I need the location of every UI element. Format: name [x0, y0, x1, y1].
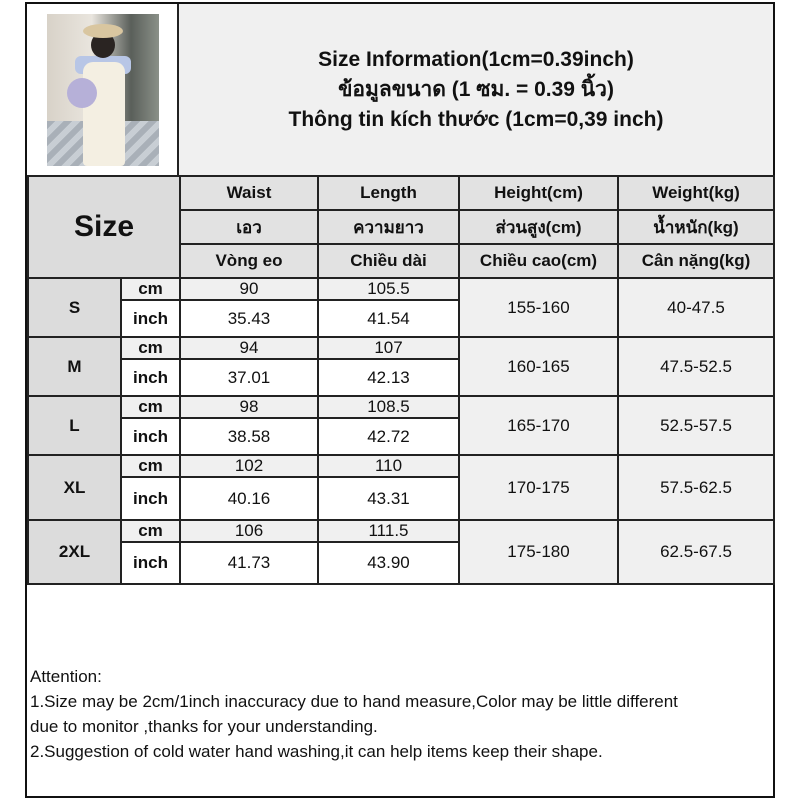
size-label: 2XL: [27, 519, 122, 585]
size-chart: Size Information(1cm=0.39inch) ข้อมูลขนา…: [25, 2, 775, 798]
size-row-2xl-cm: 2XL cm 106 111.5 175-180 62.5-67.5: [27, 519, 775, 585]
weight-range: 57.5-62.5: [617, 454, 775, 521]
col-header-en: Height(cm): [458, 175, 619, 211]
length-inch: 43.31: [317, 476, 460, 521]
waist-cm: 90: [179, 277, 319, 301]
chart-title: Size Information(1cm=0.39inch) ข้อมูลขนา…: [179, 4, 773, 175]
unit-cm: cm: [120, 336, 181, 360]
height-range: 160-165: [458, 336, 619, 397]
col-header-th: เอว: [179, 209, 319, 245]
length-cm: 107: [317, 336, 460, 360]
col-header-vi: Vòng eo: [179, 243, 319, 279]
size-label: M: [27, 336, 122, 397]
waist-cm: 106: [179, 519, 319, 543]
weight-range: 40-47.5: [617, 277, 775, 338]
waist-inch: 35.43: [179, 299, 319, 338]
size-table: Size Waist Length Height(cm) Weight(kg) …: [27, 175, 775, 585]
height-range: 170-175: [458, 454, 619, 521]
height-range: 155-160: [458, 277, 619, 338]
col-header-vi: Chiều dài: [317, 243, 460, 279]
length-cm: 105.5: [317, 277, 460, 301]
unit-cm: cm: [120, 454, 181, 478]
col-header-vi: Chiều cao(cm): [458, 243, 619, 279]
height-range: 165-170: [458, 395, 619, 456]
attention-line: 2.Suggestion of cold water hand washing,…: [30, 742, 603, 761]
unit-cm: cm: [120, 519, 181, 543]
size-label: S: [27, 277, 122, 338]
waist-cm: 94: [179, 336, 319, 360]
weight-range: 47.5-52.5: [617, 336, 775, 397]
length-inch: 41.54: [317, 299, 460, 338]
col-header-en: Length: [317, 175, 460, 211]
unit-inch: inch: [120, 541, 181, 585]
size-header: Size: [27, 175, 181, 279]
unit-inch: inch: [120, 358, 181, 397]
col-header-vi: Cân nặng(kg): [617, 243, 775, 279]
unit-cm: cm: [120, 277, 181, 301]
length-inch: 42.72: [317, 417, 460, 456]
length-inch: 42.13: [317, 358, 460, 397]
length-cm: 108.5: [317, 395, 460, 419]
waist-cm: 98: [179, 395, 319, 419]
size-row-s-inch: inch 35.43 41.54: [28, 299, 774, 338]
attention-notes: Attention: 1.Size may be 2cm/1inch inacc…: [27, 662, 773, 766]
size-label: L: [27, 395, 122, 456]
unit-cm: cm: [120, 395, 181, 419]
title-en: Size Information(1cm=0.39inch): [318, 47, 634, 71]
unit-inch: inch: [120, 299, 181, 338]
weight-range: 62.5-67.5: [617, 519, 775, 585]
col-header-en: Waist: [179, 175, 319, 211]
size-row-m-inch: inch 37.01 42.13: [28, 358, 774, 397]
product-photo: [47, 14, 159, 166]
waist-inch: 37.01: [179, 358, 319, 397]
waist-inch: 40.16: [179, 476, 319, 521]
length-cm: 111.5: [317, 519, 460, 543]
length-cm: 110: [317, 454, 460, 478]
col-header-th: ส่วนสูง(cm): [458, 209, 619, 245]
waist-cm: 102: [179, 454, 319, 478]
size-row-xl-inch: inch 40.16 43.31: [28, 476, 774, 521]
size-row-xl-cm: XL cm 102 110 170-175 57.5-62.5: [27, 454, 775, 521]
size-row-l-inch: inch 38.58 42.72: [28, 417, 774, 456]
size-label: XL: [27, 454, 122, 521]
length-inch: 43.90: [317, 541, 460, 585]
attention-line: due to monitor ,thanks for your understa…: [30, 717, 378, 736]
col-header-th: ความยาว: [317, 209, 460, 245]
waist-inch: 38.58: [179, 417, 319, 456]
title-vi: Thông tin kích thước (1cm=0,39 inch): [288, 107, 664, 131]
unit-inch: inch: [120, 417, 181, 456]
height-range: 175-180: [458, 519, 619, 585]
attention-heading: Attention:: [30, 667, 102, 686]
product-photo-cell: [27, 4, 179, 175]
size-row-2xl-inch: inch 41.73 43.90: [28, 541, 774, 585]
title-th: ข้อมูลขนาด (1 ซม. = 0.39 นิ้ว): [338, 77, 614, 101]
col-header-en: Weight(kg): [617, 175, 775, 211]
chart-header: Size Information(1cm=0.39inch) ข้อมูลขนา…: [27, 4, 773, 177]
attention-line: 1.Size may be 2cm/1inch inaccuracy due t…: [30, 692, 678, 711]
unit-inch: inch: [120, 476, 181, 521]
col-header-th: น้ำหนัก(kg): [617, 209, 775, 245]
weight-range: 52.5-57.5: [617, 395, 775, 456]
waist-inch: 41.73: [179, 541, 319, 585]
